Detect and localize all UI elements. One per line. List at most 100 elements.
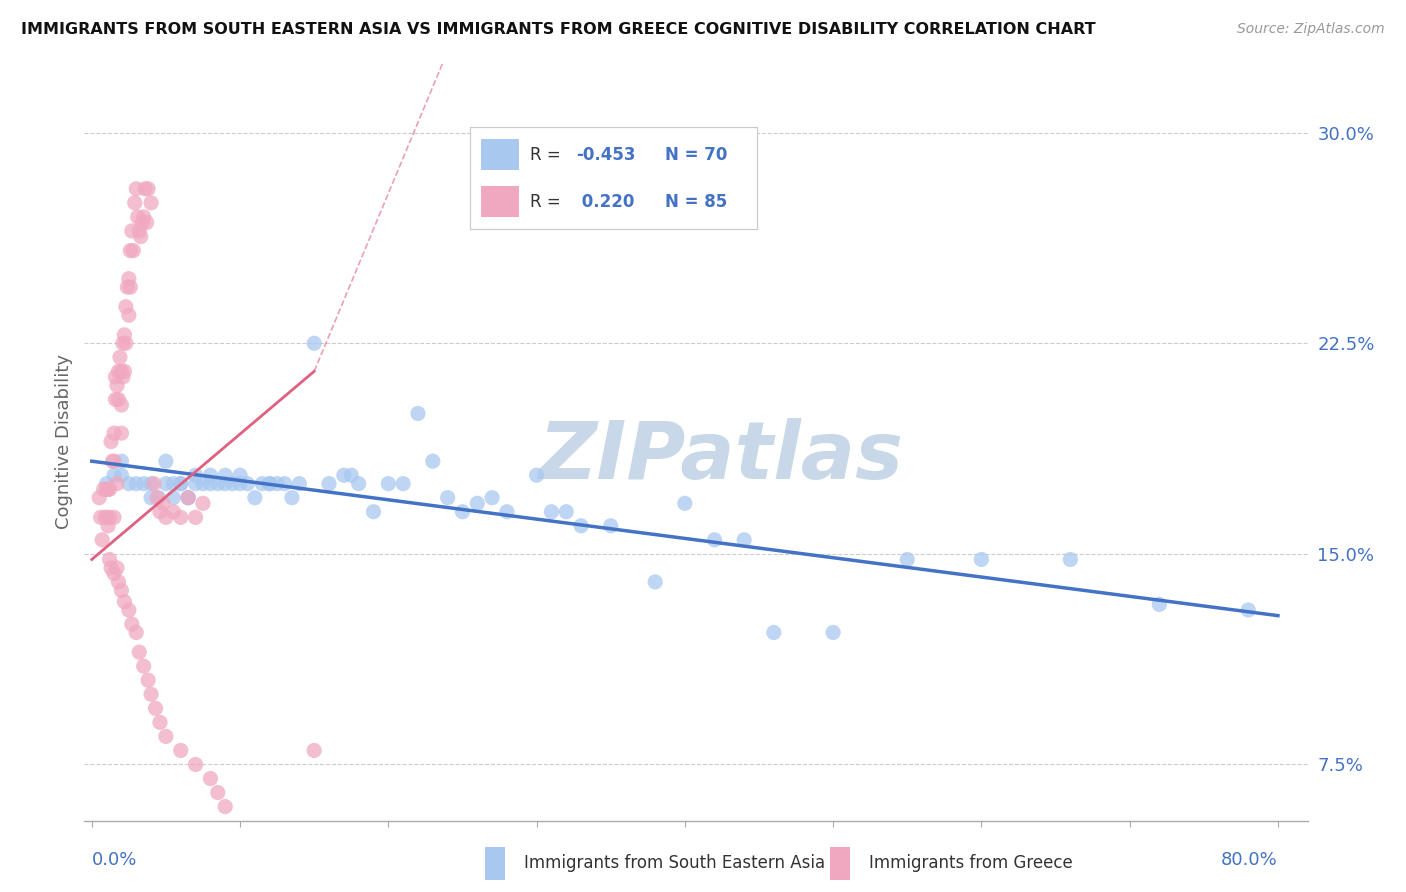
Point: [200, 468, 222, 483]
Point: [599, 518, 621, 533]
Point: [104, 370, 127, 384]
Point: [132, 210, 155, 224]
Point: [184, 510, 207, 524]
Point: [129, 229, 152, 244]
Point: [135, 215, 157, 229]
Point: [139, 195, 162, 210]
Point: [243, 841, 266, 855]
Point: [115, 336, 138, 351]
Point: [288, 476, 311, 491]
Point: [96, 510, 118, 524]
Point: [823, 625, 845, 640]
Point: [91, 533, 114, 547]
Point: [145, 701, 167, 715]
Point: [96, 483, 118, 497]
Point: [143, 476, 166, 491]
Point: [110, 454, 132, 468]
Point: [98, 483, 121, 497]
Point: [259, 476, 281, 491]
Point: [90, 510, 112, 524]
Point: [481, 491, 503, 505]
Point: [117, 280, 139, 294]
Point: [124, 195, 146, 210]
Point: [1149, 598, 1171, 612]
Point: [184, 476, 207, 491]
Point: [377, 476, 399, 491]
Point: [118, 603, 141, 617]
Point: [155, 730, 177, 744]
Point: [170, 476, 193, 491]
Text: Immigrants from Greece: Immigrants from Greece: [869, 855, 1073, 872]
Point: [107, 364, 129, 378]
Point: [108, 351, 131, 365]
Point: [112, 364, 135, 378]
Point: [136, 182, 159, 196]
Point: [100, 434, 122, 449]
Point: [107, 574, 129, 589]
Point: [115, 300, 138, 314]
Point: [184, 468, 207, 483]
Point: [132, 659, 155, 673]
Point: [229, 828, 252, 842]
Point: [162, 491, 184, 505]
Point: [191, 496, 214, 510]
Point: [152, 496, 174, 510]
Point: [970, 552, 993, 566]
Point: [318, 476, 340, 491]
Point: [149, 505, 172, 519]
Point: [762, 625, 785, 640]
Text: Immigrants from South Eastern Asia: Immigrants from South Eastern Asia: [524, 855, 825, 872]
Point: [363, 505, 385, 519]
Point: [177, 491, 200, 505]
Point: [302, 743, 325, 757]
Point: [98, 510, 121, 524]
Point: [422, 454, 444, 468]
Point: [110, 468, 132, 483]
Point: [93, 483, 115, 497]
Point: [644, 574, 666, 589]
Point: [207, 786, 229, 800]
Point: [333, 468, 356, 483]
Point: [896, 552, 918, 566]
Point: [103, 566, 125, 581]
Point: [555, 505, 578, 519]
Point: [155, 454, 177, 468]
Point: [1237, 603, 1260, 617]
Point: [94, 510, 117, 524]
Point: [236, 476, 259, 491]
Text: ZIPatlas: ZIPatlas: [538, 417, 903, 496]
Point: [96, 476, 118, 491]
Point: [302, 336, 325, 351]
Point: [207, 476, 229, 491]
Point: [110, 426, 132, 441]
Point: [139, 687, 162, 701]
Point: [540, 505, 562, 519]
Point: [214, 799, 236, 814]
Point: [98, 552, 121, 566]
Point: [170, 510, 193, 524]
Point: [131, 215, 153, 229]
Point: [243, 491, 266, 505]
Point: [340, 468, 363, 483]
Text: 80.0%: 80.0%: [1222, 851, 1278, 869]
Point: [120, 280, 142, 294]
Point: [120, 244, 142, 258]
Point: [121, 617, 143, 632]
Text: IMMIGRANTS FROM SOUTH EASTERN ASIA VS IMMIGRANTS FROM GREECE COGNITIVE DISABILIT: IMMIGRANTS FROM SOUTH EASTERN ASIA VS IM…: [21, 22, 1095, 37]
Point: [569, 518, 592, 533]
Point: [111, 370, 134, 384]
Point: [162, 476, 184, 491]
Point: [105, 476, 128, 491]
Point: [103, 454, 125, 468]
Point: [406, 407, 429, 421]
Point: [214, 476, 236, 491]
Point: [104, 392, 127, 407]
Point: [184, 757, 207, 772]
Point: [1059, 552, 1081, 566]
Point: [89, 491, 111, 505]
Point: [103, 510, 125, 524]
Point: [111, 336, 134, 351]
Point: [436, 491, 458, 505]
Point: [465, 496, 488, 510]
Point: [136, 673, 159, 688]
